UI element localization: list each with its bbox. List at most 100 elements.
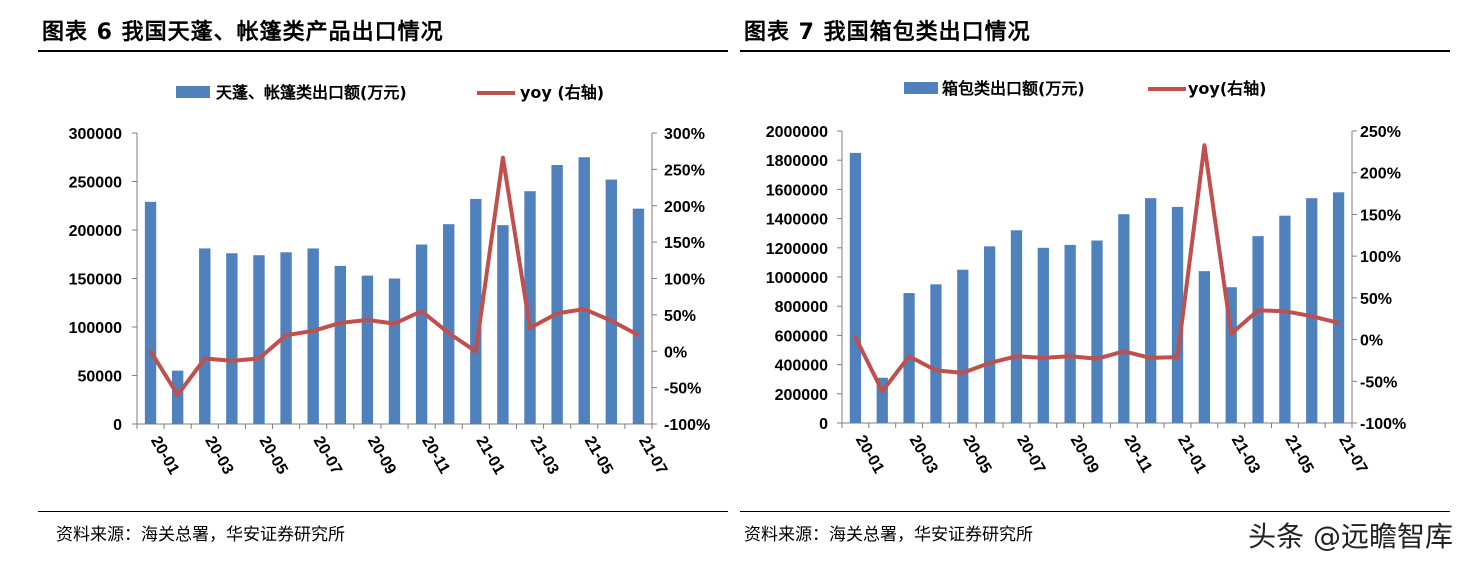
bar	[307, 248, 319, 424]
line-point	[311, 329, 315, 333]
bar	[983, 246, 996, 423]
bar	[1037, 247, 1049, 423]
bar	[443, 224, 455, 424]
chart-tents: 天蓬、帐篷类出口额(万元) yoy (右轴) 0 50000 100000 150000 2…	[69, 83, 711, 478]
x-tick-label: 20-03	[201, 434, 236, 478]
right-tick-label: -100%	[1360, 416, 1406, 433]
right-tick-label: 250%	[1360, 124, 1401, 141]
x-tick-label: 20-09	[364, 434, 399, 478]
line-point	[853, 335, 857, 339]
line-point	[609, 319, 613, 323]
left-tick-label: 200000	[775, 387, 828, 404]
right-tick-label: 0%	[1360, 333, 1383, 350]
bar	[632, 208, 645, 424]
left-tick-label: 2000000	[766, 124, 828, 141]
right-tick-label: 100%	[664, 272, 705, 289]
left-tick-label: 600000	[775, 328, 828, 345]
left-tick-label: 50000	[78, 369, 123, 386]
bar	[1198, 271, 1211, 423]
line-point	[961, 371, 965, 375]
x-tick-label: 21-03	[527, 434, 562, 478]
bar	[497, 225, 509, 424]
line-point	[338, 321, 342, 325]
right-tick-label: 200%	[1360, 166, 1401, 183]
x-tick-label: 20-05	[256, 434, 291, 478]
line-point	[1095, 357, 1099, 361]
line-point	[636, 333, 640, 337]
line-point	[257, 357, 261, 361]
bar	[144, 201, 157, 424]
left-tick-label: 100000	[69, 320, 122, 337]
right-tick-label: 250%	[664, 162, 705, 179]
bar	[361, 275, 374, 424]
bar	[334, 265, 346, 424]
right-tick-label: -50%	[1360, 374, 1397, 391]
x-tick-label: 21-07	[1335, 433, 1370, 477]
line-point	[474, 349, 478, 353]
bar	[1091, 240, 1103, 423]
right-tick-label: -100%	[664, 417, 710, 434]
bar	[1225, 287, 1237, 423]
line-point	[1283, 309, 1287, 313]
x-tick-label: 20-01	[147, 434, 182, 478]
left-tick-label: 300000	[69, 126, 122, 143]
bar	[1332, 192, 1345, 423]
x-tick-label: 21-01	[1174, 433, 1209, 477]
x-tick-label: 20-11	[1120, 433, 1155, 476]
x-tick-label: 21-03	[1228, 433, 1263, 477]
bar	[1279, 215, 1291, 423]
line-point	[230, 359, 234, 363]
line-point	[1202, 143, 1206, 147]
x-tick-label: 20-07	[1013, 433, 1048, 477]
bar	[226, 253, 238, 424]
bar	[171, 370, 184, 424]
title-rule	[38, 50, 728, 52]
line-point	[501, 156, 505, 160]
line-point	[393, 322, 396, 326]
bar	[199, 248, 211, 424]
left-tick-label: 150000	[69, 272, 122, 289]
bar	[551, 165, 563, 424]
line-point	[1256, 308, 1260, 312]
line-point	[880, 389, 884, 393]
left-tick-label: 0	[113, 417, 122, 434]
legend-line-label: yoy(右轴)	[1188, 79, 1266, 98]
bar	[253, 255, 265, 424]
right-tick-label: 0%	[664, 344, 687, 361]
line-point	[447, 331, 451, 335]
x-tick-label: 21-07	[635, 434, 670, 478]
x-tick-label: 20-01	[852, 433, 887, 477]
legend-bar-swatch	[176, 86, 210, 98]
right-tick-label: 50%	[664, 308, 696, 325]
line-point	[555, 311, 559, 315]
bar	[1010, 230, 1023, 423]
x-tick-label: 20-07	[310, 434, 345, 478]
line-point	[1014, 354, 1018, 358]
line-point	[1337, 321, 1341, 325]
right-tick-label: 50%	[1360, 291, 1392, 308]
bar	[415, 244, 428, 424]
x-tick-label: 20-05	[959, 433, 994, 477]
x-tick-label: 21-05	[581, 434, 616, 478]
line-point	[176, 393, 180, 397]
bar	[1252, 236, 1264, 423]
chart-title: 图表 7 我国箱包类出口情况	[744, 20, 1031, 45]
line-point	[528, 326, 532, 330]
left-tick-label: 1400000	[766, 212, 828, 229]
source-note: 资料来源：海关总署，华安证券研究所	[744, 525, 1033, 545]
source-rule	[38, 511, 728, 512]
bar	[280, 252, 292, 424]
line-point	[1310, 314, 1314, 318]
legend-bar-label: 天蓬、帐篷类出口额(万元)	[216, 83, 407, 102]
bar	[470, 198, 482, 424]
x-tick-label: 20-03	[906, 433, 941, 477]
line-point	[149, 349, 153, 353]
bar	[1064, 244, 1076, 423]
line-point	[1229, 332, 1233, 336]
title-rule	[740, 50, 1450, 52]
bar	[1145, 198, 1157, 423]
source-note: 资料来源：海关总署，华安证券研究所	[56, 525, 345, 545]
source-rule	[740, 511, 1450, 512]
line-point	[988, 361, 992, 365]
right-tick-label: 100%	[1360, 249, 1401, 266]
